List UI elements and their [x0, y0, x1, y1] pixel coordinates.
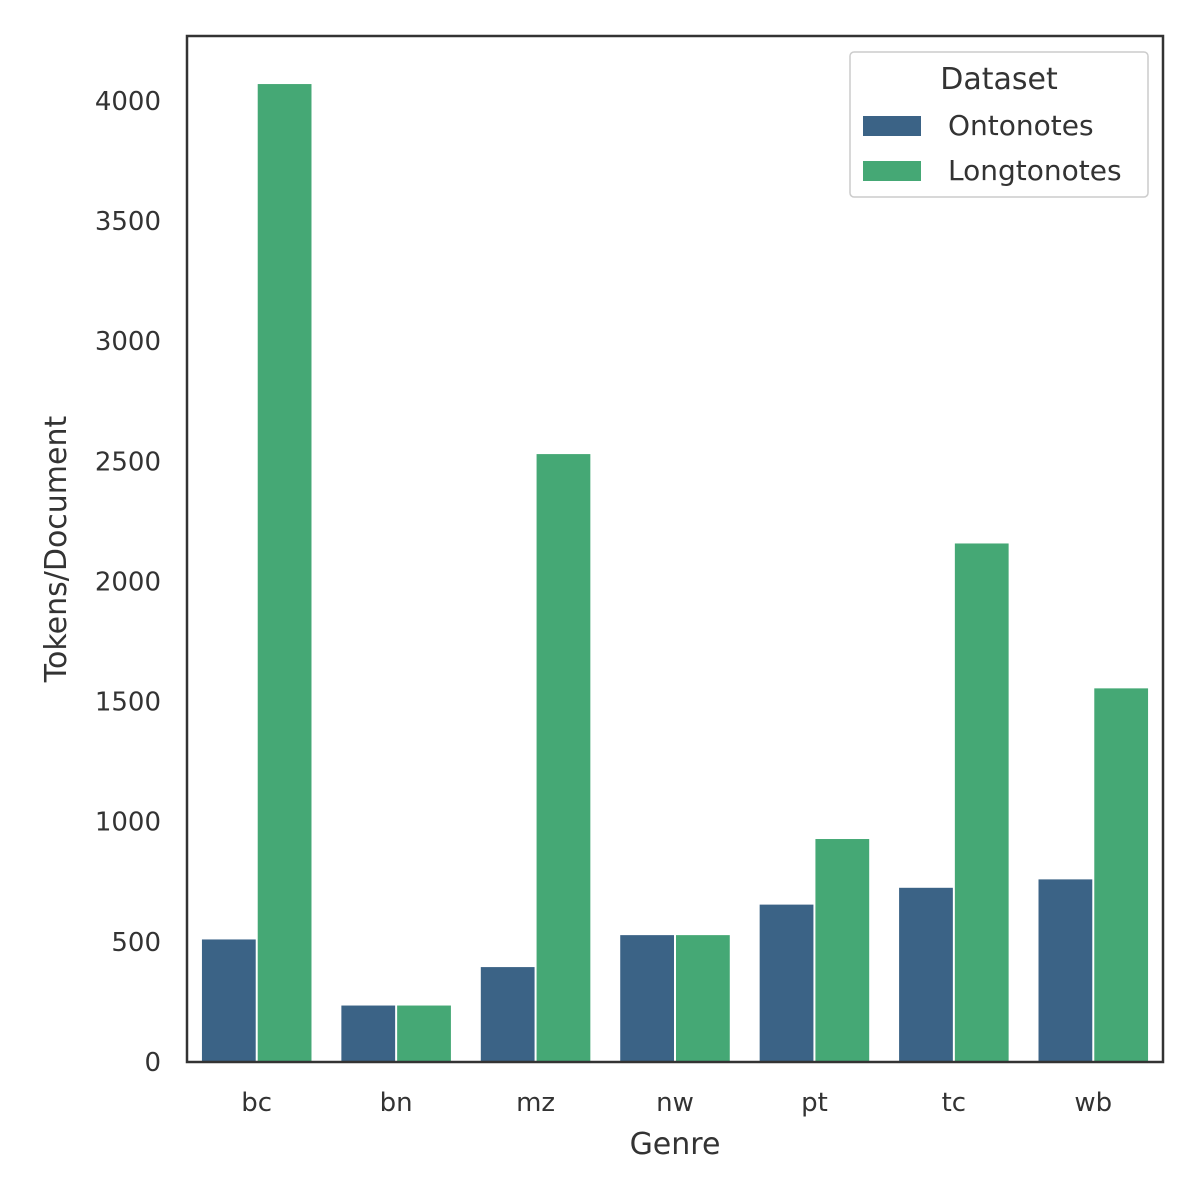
bar-nw-ontonotes	[620, 935, 674, 1062]
bar-nw-longtonotes	[676, 935, 730, 1062]
bar-bc-longtonotes	[257, 84, 312, 1062]
y-tick-label: 1000	[95, 808, 161, 838]
bar-mz-longtonotes	[536, 454, 591, 1062]
x-tick-label: nw	[656, 1088, 694, 1118]
legend-swatch	[863, 116, 921, 136]
y-axis-title: Tokens/Document	[39, 416, 74, 684]
legend-swatch	[863, 161, 921, 181]
bar-bn-ontonotes	[341, 1005, 396, 1062]
legend-items: Ontonotes Longtonotes	[863, 109, 1122, 187]
y-tick-label: 1500	[95, 688, 161, 718]
x-axis-title: Genre	[630, 1127, 721, 1162]
y-axis-ticks: 0 500 1000 1500 2000 2500 3000 3500 4000	[95, 87, 161, 1078]
x-tick-label: bc	[241, 1088, 272, 1118]
bar-bn-longtonotes	[397, 1005, 451, 1062]
x-tick-label: tc	[942, 1088, 967, 1118]
bar-wb-ontonotes	[1038, 879, 1093, 1062]
bar-mz-ontonotes	[480, 967, 535, 1062]
bar-pt-longtonotes	[815, 839, 870, 1062]
y-tick-label: 2500	[95, 447, 161, 477]
plot-frame	[185, 34, 1165, 1064]
bar-wb-longtonotes	[1094, 688, 1149, 1062]
bars-group	[201, 84, 1149, 1062]
legend-label: Longtonotes	[948, 154, 1122, 187]
legend-title: Dataset	[940, 62, 1058, 97]
legend: Dataset Ontonotes Longtonotes	[849, 51, 1149, 198]
y-tick-label: 4000	[95, 87, 161, 117]
y-tick-label: 500	[111, 928, 161, 958]
y-tick-label: 3500	[95, 207, 161, 237]
x-axis-ticks: bc bn mz nw pt tc wb	[241, 1088, 1112, 1118]
x-tick-label: wb	[1074, 1088, 1112, 1118]
bar-tc-longtonotes	[954, 543, 1009, 1062]
bar-bc-ontonotes	[201, 939, 256, 1062]
y-tick-label: 2000	[95, 567, 161, 597]
x-tick-label: bn	[380, 1088, 413, 1118]
x-tick-label: mz	[516, 1088, 555, 1118]
y-tick-label: 3000	[95, 327, 161, 357]
legend-label: Ontonotes	[948, 109, 1094, 142]
x-tick-label: pt	[801, 1088, 828, 1118]
legend-box	[849, 51, 1149, 198]
bar-tc-ontonotes	[899, 887, 953, 1062]
y-tick-label: 0	[144, 1048, 161, 1078]
bar-pt-ontonotes	[759, 904, 814, 1062]
